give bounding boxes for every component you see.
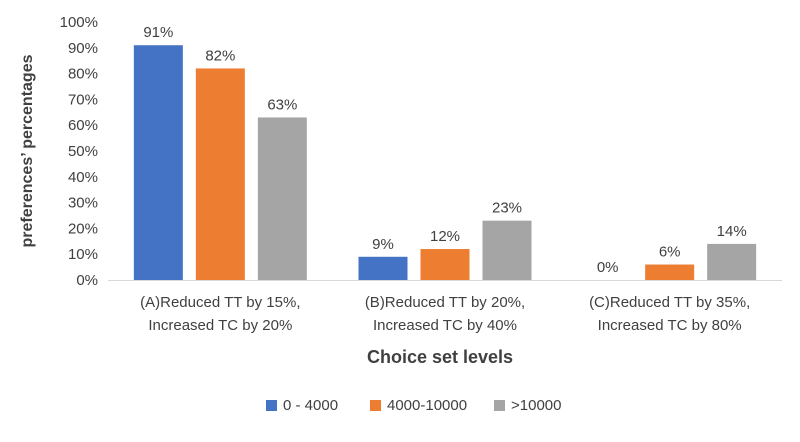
- y-tick-label: 20%: [68, 220, 98, 237]
- x-axis-title: Choice set levels: [367, 347, 513, 367]
- y-tick-label: 80%: [68, 66, 98, 83]
- x-axis-category-labels: (A)Reduced TT by 15%, Increased TC by 20%…: [140, 294, 750, 334]
- y-tick-label: 0%: [76, 272, 98, 289]
- data-label: 23%: [492, 200, 522, 217]
- data-label: 0%: [597, 259, 619, 276]
- bar: [358, 256, 408, 280]
- data-label: 14%: [717, 223, 747, 240]
- x-tick-label: (B)Reduced TT by 20%,: [365, 294, 525, 311]
- bar: [133, 45, 183, 280]
- data-labels: 91% 82% 63% 9% 12% 23% 0% 6% 14%: [143, 24, 746, 276]
- y-tick-label: 30%: [68, 195, 98, 212]
- x-tick-label: (C)Reduced TT by 35%,: [589, 294, 750, 311]
- legend-swatch: [266, 400, 277, 411]
- bar: [257, 117, 307, 281]
- legend-label: 4000-10000: [387, 397, 467, 414]
- y-axis-title: preferences’ percentages: [19, 54, 36, 247]
- data-label: 9%: [372, 236, 394, 253]
- bar: [707, 243, 757, 280]
- x-tick-label: Increased TC by 40%: [373, 317, 517, 334]
- legend-swatch: [370, 400, 381, 411]
- legend-swatch: [494, 400, 505, 411]
- y-tick-label: 60%: [68, 117, 98, 134]
- bar: [482, 220, 532, 280]
- bar: [420, 249, 470, 280]
- data-label: 82%: [205, 47, 235, 64]
- legend-label: >10000: [511, 397, 561, 414]
- x-tick-label: (A)Reduced TT by 15%,: [140, 294, 300, 311]
- y-tick-label: 40%: [68, 169, 98, 186]
- y-axis-ticks: 0% 10% 20% 30% 40% 50% 60% 70% 80% 90% 100%: [60, 14, 98, 289]
- y-tick-label: 100%: [60, 14, 98, 31]
- bar: [645, 264, 695, 280]
- data-label: 91%: [143, 24, 173, 41]
- bars: [133, 45, 757, 281]
- legend: 0 - 4000 4000-10000 >10000: [266, 397, 561, 414]
- x-tick-label: Increased TC by 80%: [598, 317, 742, 334]
- data-label: 12%: [430, 228, 460, 245]
- data-label: 6%: [659, 244, 681, 261]
- y-tick-label: 90%: [68, 40, 98, 57]
- y-tick-label: 50%: [68, 143, 98, 160]
- y-tick-label: 70%: [68, 91, 98, 108]
- x-tick-label: Increased TC by 20%: [148, 317, 292, 334]
- y-tick-label: 10%: [68, 246, 98, 263]
- bar: [195, 68, 245, 280]
- legend-label: 0 - 4000: [283, 397, 338, 414]
- data-label: 63%: [267, 96, 297, 113]
